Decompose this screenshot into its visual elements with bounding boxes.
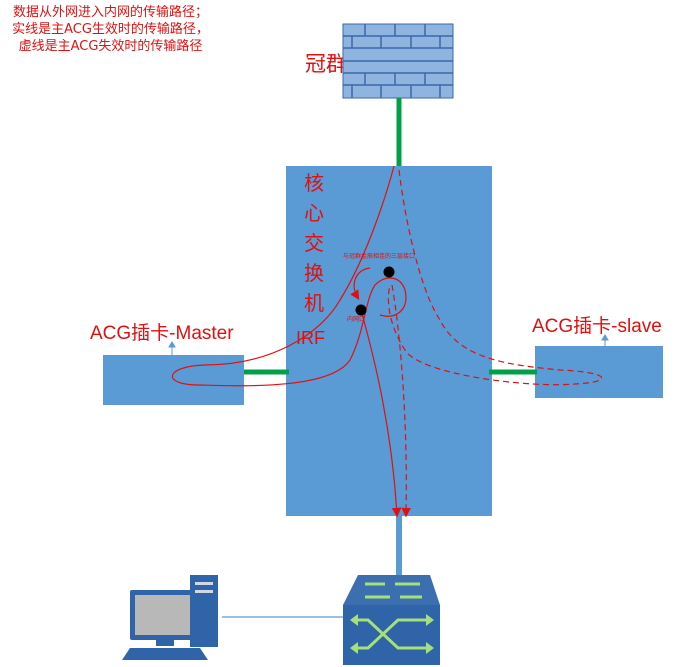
core-switch-label: 核心交换机	[304, 171, 324, 315]
card-connector-arrows	[168, 334, 609, 355]
acg-master-label: ACG插卡-Master	[90, 323, 234, 344]
core-switch-box	[286, 166, 492, 516]
switch-icon	[343, 575, 440, 665]
firewall-icon	[342, 23, 454, 99]
path-description-note: 数据从外网进入内网的传输路径；实线是主ACG生效时的传输路径，虚线是主ACG失效…	[12, 5, 209, 54]
solid-path	[171, 165, 407, 387]
arrow-to-lower-port	[350, 267, 371, 301]
acg-slave-card	[535, 346, 663, 398]
acg-slave-label: ACG插卡-slave	[532, 316, 662, 337]
upper-port-label: 与冠群金辰相连的三层接口	[343, 253, 416, 260]
green-links	[244, 98, 537, 375]
solid-path-down	[360, 309, 402, 518]
upper-port-dot	[383, 266, 395, 278]
dashed-path	[387, 169, 603, 386]
computer-icon	[122, 575, 218, 660]
lower-port-label: 内网口	[347, 316, 366, 323]
acg-master-card	[103, 355, 244, 405]
irf-label: IRF	[296, 328, 325, 348]
dashed-path-down	[391, 284, 411, 518]
lower-port-dot	[355, 304, 367, 316]
